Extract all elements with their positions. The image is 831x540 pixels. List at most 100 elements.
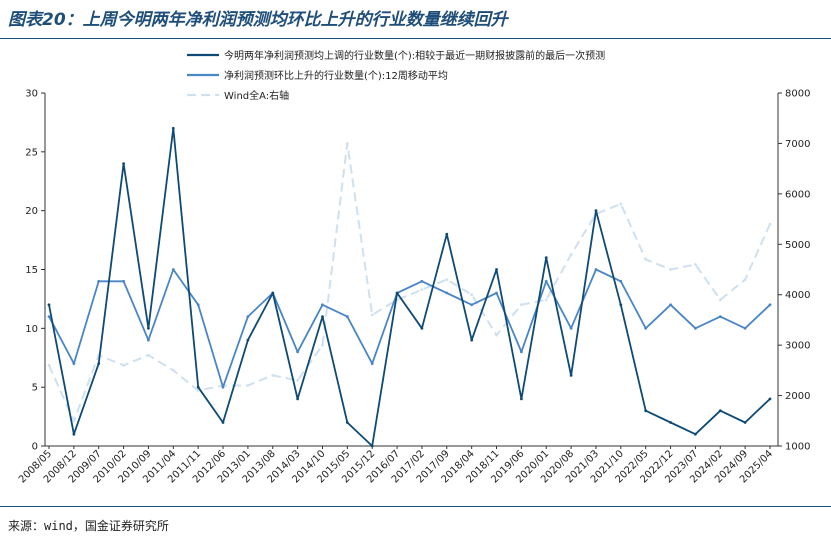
y-left-tick-label: 5	[32, 383, 38, 394]
chart-legend: 今明两年净利润预测均上调的行业数量(个):相较于最近一期财报披露前的最后一次预测…	[187, 49, 605, 102]
series-1-point	[370, 444, 374, 448]
series-1-point	[520, 397, 523, 401]
series-3-point	[669, 268, 672, 271]
series-2-point	[495, 291, 498, 295]
series-2-point	[47, 315, 51, 318]
series-2-point	[171, 268, 175, 271]
series-2-point	[718, 315, 722, 318]
series-3-point	[47, 363, 51, 367]
series-1-point	[72, 432, 76, 436]
legend-label-3: Wind全A:右轴	[224, 89, 289, 102]
series-2-point	[321, 303, 324, 307]
series-2-point	[644, 326, 648, 330]
series-1-point	[221, 421, 225, 424]
series-2-point	[246, 315, 250, 318]
y-right-tick-label: 6000	[785, 189, 810, 200]
chart-title: 图表20：上周今明两年净利润预测均环比上升的行业数量继续回升	[8, 10, 508, 30]
y-right-tick-label: 1000	[785, 442, 810, 453]
legend-label-1: 今明两年净利润预测均上调的行业数量(个):相较于最近一期财报披露前的最后一次预测	[224, 49, 605, 62]
series-3-point	[122, 363, 125, 367]
series-1-point	[321, 315, 324, 318]
series-1-point	[196, 385, 200, 389]
y-right-tick-label: 8000	[785, 89, 810, 100]
series-2-point	[594, 268, 598, 271]
series-2-point	[470, 303, 474, 307]
series-1-point	[470, 338, 474, 342]
series-3-point	[495, 333, 498, 337]
series-2-point	[544, 279, 548, 283]
series-2-point	[445, 291, 449, 295]
series-2-point	[221, 385, 225, 389]
series-2-point	[122, 279, 125, 283]
series-3-point	[72, 419, 76, 423]
series-3-point	[619, 202, 623, 206]
series-1-point	[768, 397, 772, 401]
series-1	[47, 126, 772, 448]
y-right-tick-label: 3000	[785, 341, 810, 352]
series-1-point	[122, 162, 125, 166]
series-2-point	[420, 279, 424, 283]
legend-label-2: 净利润预测环比上升的行业数量(个):12周移动平均	[224, 69, 448, 82]
series-3-point	[171, 369, 175, 372]
series-2	[47, 268, 772, 389]
y-left-tick-label: 0	[32, 442, 38, 453]
series-1-point	[97, 362, 101, 365]
series-3-point	[196, 389, 200, 392]
series-2-line	[48, 268, 771, 389]
y-right-tick-label: 5000	[785, 240, 810, 251]
series-1-point	[718, 409, 722, 413]
series-1-point	[271, 291, 275, 295]
series-1-point	[345, 421, 349, 424]
chart-axes: 0 5 10 15 20 25 30 1000 2000 3000 4000 5000 6000 7000…	[17, 89, 810, 486]
series-1-point	[495, 268, 498, 271]
series-3-point	[246, 384, 250, 387]
series-1-point	[147, 326, 150, 330]
series-1-point	[619, 303, 623, 307]
series-3-point	[569, 253, 573, 256]
series-1-point	[669, 421, 672, 424]
series-2-point	[768, 303, 772, 307]
series-1-point	[743, 421, 747, 424]
series-3-point	[470, 293, 474, 297]
series-1-point	[445, 232, 449, 236]
series-1-point	[644, 409, 648, 413]
series-3-point	[520, 303, 523, 307]
series-3-point	[743, 278, 747, 281]
series-2-point	[97, 279, 101, 283]
series-2-point	[345, 315, 349, 318]
series-3-point	[420, 288, 424, 292]
y-right-tick-label: 4000	[785, 290, 810, 301]
series-1-line	[48, 127, 771, 447]
series-3-point	[345, 142, 349, 145]
series-1-point	[694, 432, 697, 436]
y-left-tick-label: 15	[25, 265, 38, 276]
series-1-point	[246, 338, 250, 342]
series-2-point	[569, 326, 573, 330]
y-left-tick-label: 10	[25, 324, 38, 335]
y-left-tick-label: 30	[25, 89, 38, 100]
series-1-point	[544, 256, 548, 260]
series-1-point	[395, 291, 399, 295]
series-3-line	[48, 142, 771, 422]
series-2-point	[619, 279, 623, 283]
series-2-point	[147, 338, 150, 342]
series-3-point	[694, 263, 697, 266]
series-2-point	[694, 326, 697, 330]
series-1-point	[569, 374, 573, 377]
series-1-point	[420, 326, 424, 330]
series-1-point	[594, 209, 598, 213]
series-2-point	[520, 350, 523, 354]
series-3-point	[296, 379, 299, 382]
series-3-point	[644, 258, 648, 261]
series-2-point	[669, 303, 672, 307]
y-right-tick-label: 7000	[785, 139, 810, 150]
series-3-point	[321, 343, 324, 347]
series-3-point	[718, 298, 722, 302]
series-3-point	[544, 298, 548, 302]
series-1-point	[47, 303, 51, 307]
series-2-point	[196, 303, 200, 307]
series-2-point	[296, 350, 299, 354]
series-2-point	[743, 326, 747, 330]
series-2-point	[370, 362, 374, 365]
line-chart: 0 5 10 15 20 25 30 1000 2000 3000 4000 5000 6000 7000…	[17, 49, 810, 486]
